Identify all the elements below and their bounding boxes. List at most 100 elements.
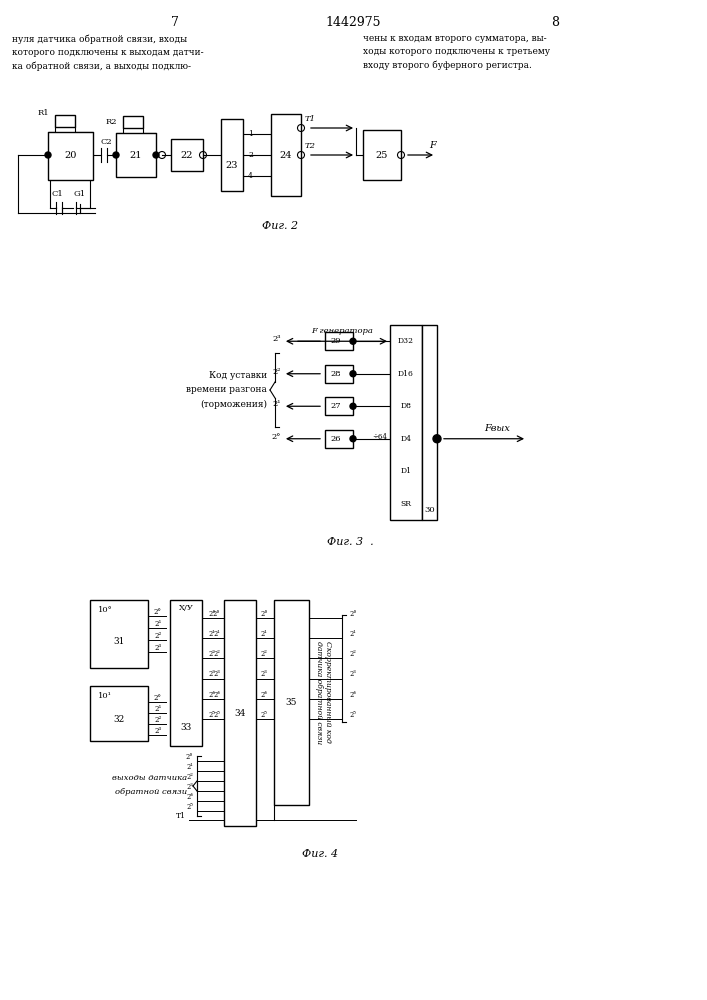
Circle shape bbox=[153, 152, 159, 158]
Bar bbox=[325, 430, 353, 448]
Text: D1: D1 bbox=[400, 467, 411, 475]
Bar bbox=[325, 397, 353, 415]
Text: 2³: 2³ bbox=[349, 670, 356, 678]
Text: 2¹: 2¹ bbox=[154, 620, 162, 628]
Bar bbox=[55, 115, 75, 127]
Text: 2²: 2² bbox=[186, 773, 193, 781]
Text: D8: D8 bbox=[400, 402, 411, 410]
Circle shape bbox=[433, 435, 441, 443]
Text: 24: 24 bbox=[280, 150, 292, 159]
Text: 2°: 2° bbox=[271, 433, 281, 441]
Text: D16: D16 bbox=[398, 370, 414, 378]
Text: 2⁵: 2⁵ bbox=[186, 803, 193, 811]
Text: 2⁴: 2⁴ bbox=[209, 691, 216, 699]
Bar bbox=[274, 600, 309, 805]
Text: R1: R1 bbox=[37, 109, 49, 117]
Text: F: F bbox=[429, 141, 436, 150]
Text: 35: 35 bbox=[286, 698, 297, 707]
Text: 28: 28 bbox=[331, 370, 341, 378]
Text: 2¹: 2¹ bbox=[209, 630, 216, 638]
Text: SR: SR bbox=[400, 500, 411, 508]
Text: 2³: 2³ bbox=[272, 335, 281, 343]
Text: 2³: 2³ bbox=[186, 783, 193, 791]
Text: 2⁴: 2⁴ bbox=[213, 691, 220, 699]
Text: T1: T1 bbox=[305, 115, 316, 123]
Text: 10¹: 10¹ bbox=[98, 692, 112, 700]
Text: D4: D4 bbox=[400, 435, 411, 443]
Text: 2¹: 2¹ bbox=[154, 705, 162, 713]
Text: (торможения): (торможения) bbox=[200, 399, 267, 409]
Text: 2²: 2² bbox=[349, 650, 356, 658]
Text: 26: 26 bbox=[331, 435, 341, 443]
Text: 1: 1 bbox=[248, 130, 253, 138]
Bar bbox=[170, 600, 202, 746]
Text: 2²: 2² bbox=[154, 632, 162, 640]
Bar bbox=[221, 119, 243, 191]
Circle shape bbox=[350, 436, 356, 442]
Text: 2⁴: 2⁴ bbox=[260, 691, 267, 699]
Text: 2²: 2² bbox=[154, 716, 162, 724]
Bar bbox=[123, 116, 143, 128]
Text: времени разгона: времени разгона bbox=[186, 385, 267, 394]
Text: 2: 2 bbox=[248, 151, 253, 159]
Text: 33: 33 bbox=[180, 724, 192, 732]
Text: 8: 8 bbox=[551, 15, 559, 28]
Text: Fвых: Fвых bbox=[484, 424, 510, 433]
Text: 2°: 2° bbox=[154, 694, 162, 702]
Text: X/У: X/У bbox=[179, 604, 194, 612]
Text: 2°: 2° bbox=[349, 610, 356, 618]
Text: 2⁴: 2⁴ bbox=[186, 793, 193, 801]
Bar bbox=[90, 600, 148, 668]
Text: 2²: 2² bbox=[272, 368, 281, 376]
Circle shape bbox=[45, 152, 51, 158]
Text: 2⁵: 2⁵ bbox=[209, 711, 216, 719]
Text: T2: T2 bbox=[305, 142, 316, 150]
Text: C2: C2 bbox=[100, 138, 112, 146]
Text: 2⁴: 2⁴ bbox=[349, 691, 356, 699]
Text: Фиг. 2: Фиг. 2 bbox=[262, 221, 298, 231]
Text: 2³: 2³ bbox=[154, 644, 162, 652]
Bar bbox=[325, 332, 353, 350]
Text: 1442975: 1442975 bbox=[325, 15, 381, 28]
Text: выходы датчика: выходы датчика bbox=[112, 774, 187, 782]
Text: 25: 25 bbox=[376, 150, 388, 159]
Text: 2°: 2° bbox=[260, 610, 268, 618]
Text: 23: 23 bbox=[226, 160, 238, 169]
Text: 2°: 2° bbox=[208, 610, 216, 618]
Text: обратной связи: обратной связи bbox=[115, 788, 187, 796]
Bar bbox=[363, 130, 401, 180]
Text: 2⁵: 2⁵ bbox=[260, 711, 267, 719]
Text: Код уставки: Код уставки bbox=[209, 371, 267, 380]
Text: 2³: 2³ bbox=[213, 670, 220, 678]
Text: Фиг. 4: Фиг. 4 bbox=[302, 849, 338, 859]
Text: 2°: 2° bbox=[185, 753, 193, 761]
Text: 2¹: 2¹ bbox=[186, 763, 193, 771]
Bar bbox=[422, 325, 437, 520]
Text: F генератора: F генератора bbox=[311, 327, 373, 335]
Bar bbox=[390, 325, 422, 520]
Text: 2²: 2² bbox=[260, 650, 267, 658]
Text: 2²: 2² bbox=[209, 650, 216, 658]
Circle shape bbox=[350, 371, 356, 377]
Text: 2³: 2³ bbox=[209, 670, 216, 678]
Text: ÷64: ÷64 bbox=[372, 433, 387, 441]
Text: 7: 7 bbox=[171, 15, 179, 28]
Text: Скорректированный код
датчика обратной связи: Скорректированный код датчика обратной с… bbox=[315, 641, 332, 744]
Bar bbox=[271, 114, 301, 196]
Bar bbox=[116, 133, 156, 177]
Text: C1: C1 bbox=[51, 190, 63, 198]
Circle shape bbox=[350, 403, 356, 409]
Text: 20: 20 bbox=[64, 151, 76, 160]
Text: 30: 30 bbox=[424, 506, 435, 514]
Text: 34: 34 bbox=[234, 708, 246, 718]
Text: 2¹: 2¹ bbox=[349, 630, 356, 638]
Text: нуля датчика обратной связи, входы
которого подключены к выходам датчи-
ка обрат: нуля датчика обратной связи, входы котор… bbox=[12, 34, 204, 71]
Text: 32: 32 bbox=[113, 715, 124, 724]
Text: 2°: 2° bbox=[154, 608, 162, 616]
Text: Фиг. 3  .: Фиг. 3 . bbox=[327, 537, 373, 547]
Text: 29: 29 bbox=[331, 337, 341, 345]
Bar bbox=[171, 139, 203, 171]
Circle shape bbox=[350, 338, 356, 344]
Bar bbox=[48, 132, 93, 180]
Text: 2¹: 2¹ bbox=[213, 630, 220, 638]
